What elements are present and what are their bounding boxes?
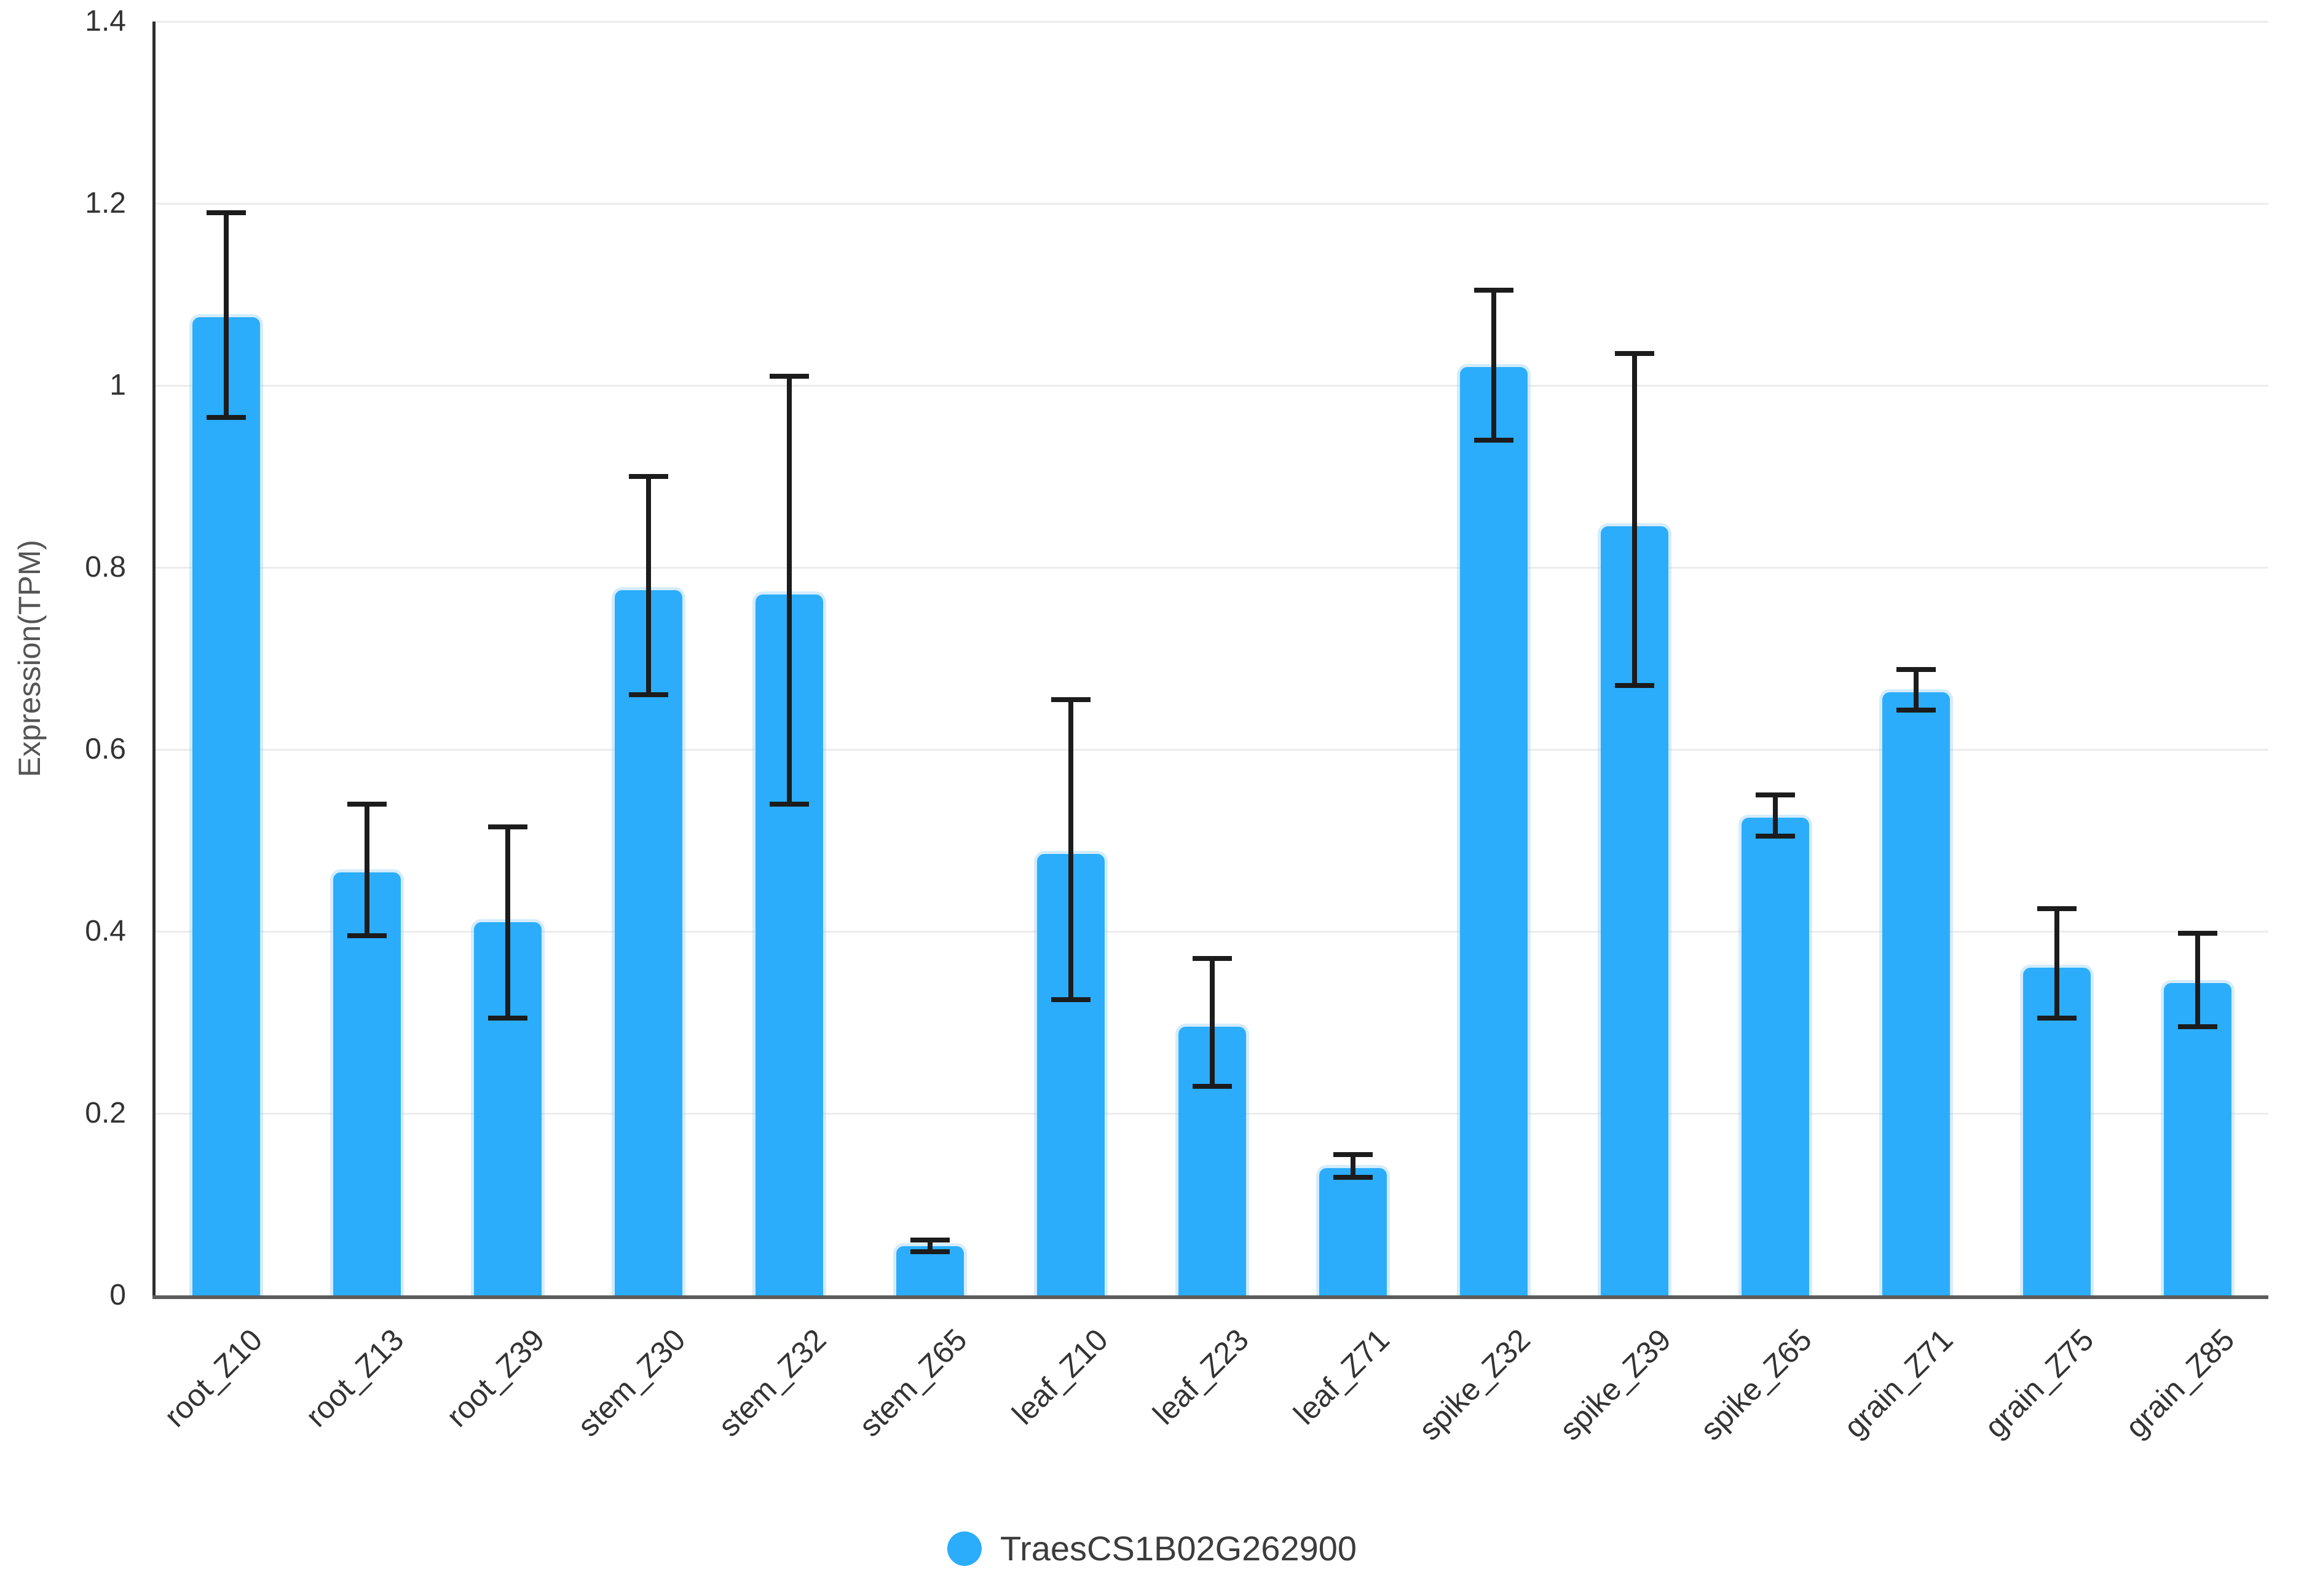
error-bar-stem-root_Z13 — [364, 804, 369, 936]
error-bar-stem-stem_Z32 — [787, 376, 792, 804]
gridline — [156, 20, 2268, 23]
error-bar-cap-bottom-grain_Z85 — [2178, 1024, 2218, 1030]
error-bar-cap-bottom-grain_Z75 — [2037, 1015, 2077, 1021]
error-bar-stem-leaf_Z71 — [1350, 1154, 1355, 1177]
error-bar-stem-leaf_Z10 — [1068, 699, 1074, 1000]
x-axis-label-stem_Z32: stem_Z32 — [711, 1322, 833, 1444]
error-bar-stem-grain_Z75 — [2054, 909, 2060, 1018]
error-bar-stem-grain_Z85 — [2195, 933, 2201, 1027]
error-bar-cap-top-root_Z13 — [347, 801, 387, 807]
bar-spike_Z65[interactable] — [1742, 818, 1810, 1295]
error-bar-cap-top-stem_Z65 — [910, 1237, 950, 1242]
y-tick-label: 1 — [109, 369, 126, 401]
x-axis-label-grain_Z75: grain_Z75 — [1978, 1322, 2101, 1445]
error-bar-cap-bottom-grain_Z71 — [1896, 708, 1936, 713]
x-axis-label-grain_Z85: grain_Z85 — [2118, 1322, 2241, 1445]
error-bar-cap-bottom-stem_Z30 — [628, 692, 668, 698]
x-axis-line — [152, 1295, 2268, 1299]
gridline — [156, 930, 2268, 933]
gridline — [156, 566, 2268, 569]
error-bar-cap-bottom-leaf_Z10 — [1051, 997, 1091, 1002]
bar-spike_Z32[interactable] — [1459, 367, 1528, 1295]
legend-marker-dot — [947, 1531, 982, 1566]
error-bar-cap-top-grain_Z85 — [2178, 930, 2218, 936]
error-bar-stem-stem_Z65 — [928, 1239, 933, 1252]
error-bar-stem-grain_Z71 — [1914, 669, 1919, 711]
y-axis-line — [152, 22, 156, 1295]
x-axis-label-root_Z39: root_Z39 — [440, 1322, 551, 1434]
error-bar-stem-stem_Z30 — [645, 476, 651, 695]
error-bar-cap-top-leaf_Z10 — [1051, 697, 1091, 702]
x-axis-label-leaf_Z71: leaf_Z71 — [1287, 1322, 1396, 1431]
x-axis-label-spike_Z32: spike_Z32 — [1412, 1322, 1537, 1447]
x-axis-label-leaf_Z23: leaf_Z23 — [1146, 1322, 1255, 1431]
x-axis-label-stem_Z65: stem_Z65 — [852, 1322, 974, 1444]
bar-leaf_Z71[interactable] — [1319, 1167, 1387, 1295]
error-bar-cap-top-leaf_Z23 — [1192, 956, 1232, 962]
y-tick-label: 0.4 — [85, 915, 126, 947]
bar-grain_Z71[interactable] — [1882, 692, 1951, 1295]
error-bar-cap-top-grain_Z75 — [2037, 906, 2077, 911]
error-bar-cap-top-spike_Z39 — [1614, 351, 1654, 357]
x-axis-label-spike_Z39: spike_Z39 — [1553, 1322, 1678, 1447]
gridline — [156, 384, 2268, 387]
x-axis-label-stem_Z30: stem_Z30 — [570, 1322, 692, 1444]
x-axis-label-root_Z13: root_Z13 — [298, 1322, 411, 1434]
y-tick-label: 1.4 — [85, 5, 126, 38]
error-bar-cap-top-root_Z10 — [206, 210, 246, 215]
error-bar-stem-spike_Z32 — [1491, 290, 1496, 440]
x-axis-label-root_Z10: root_Z10 — [157, 1322, 269, 1434]
y-tick-label: 1.2 — [85, 187, 126, 219]
error-bar-cap-bottom-spike_Z39 — [1614, 683, 1654, 689]
bar-stem_Z65[interactable] — [896, 1246, 965, 1295]
bar-grain_Z85[interactable] — [2164, 983, 2232, 1295]
y-tick-label: 0.8 — [85, 551, 126, 583]
error-bar-stem-leaf_Z23 — [1209, 958, 1215, 1086]
gridline — [156, 202, 2268, 205]
y-tick-label: 0 — [109, 1279, 126, 1311]
error-bar-cap-bottom-root_Z13 — [347, 933, 387, 939]
x-axis-label-grain_Z71: grain_Z71 — [1837, 1322, 1960, 1445]
y-tick-label: 0.2 — [85, 1097, 126, 1129]
error-bar-cap-bottom-leaf_Z71 — [1333, 1174, 1373, 1180]
error-bar-stem-spike_Z65 — [1773, 795, 1778, 836]
error-bar-cap-bottom-stem_Z65 — [910, 1249, 950, 1254]
error-bar-cap-bottom-root_Z39 — [487, 1015, 527, 1021]
bar-stem_Z30[interactable] — [614, 590, 682, 1295]
legend-item[interactable]: TraesCS1B02G262900 — [947, 1528, 1357, 1568]
legend: TraesCS1B02G262900 — [947, 1528, 1357, 1568]
bar-root_Z13[interactable] — [333, 872, 401, 1295]
error-bar-cap-bottom-stem_Z32 — [770, 801, 810, 807]
error-bar-cap-bottom-leaf_Z23 — [1192, 1083, 1232, 1089]
bar-grain_Z75[interactable] — [2023, 968, 2091, 1295]
x-axis-label-leaf_Z10: leaf_Z10 — [1005, 1322, 1115, 1431]
error-bar-cap-top-leaf_Z71 — [1333, 1152, 1373, 1157]
plot-area — [152, 20, 2268, 1299]
error-bar-stem-root_Z39 — [505, 826, 510, 1018]
error-bar-cap-bottom-spike_Z32 — [1474, 437, 1513, 443]
error-bar-cap-top-spike_Z32 — [1474, 287, 1513, 293]
error-bar-cap-top-stem_Z30 — [628, 474, 668, 479]
error-bar-cap-top-stem_Z32 — [770, 374, 810, 379]
gridline — [156, 748, 2268, 751]
error-bar-cap-bottom-root_Z10 — [206, 414, 246, 420]
error-bar-cap-bottom-spike_Z65 — [1756, 833, 1796, 839]
bar-root_Z10[interactable] — [192, 317, 260, 1295]
error-bar-stem-spike_Z39 — [1631, 354, 1637, 686]
error-bar-cap-top-spike_Z65 — [1756, 792, 1796, 797]
legend-label: TraesCS1B02G262900 — [1000, 1529, 1357, 1568]
error-bar-stem-root_Z10 — [223, 212, 229, 417]
x-axis-label-spike_Z65: spike_Z65 — [1694, 1322, 1819, 1447]
error-bar-cap-top-root_Z39 — [487, 824, 527, 829]
error-bar-cap-top-grain_Z71 — [1896, 666, 1936, 672]
y-tick-label: 0.6 — [85, 733, 126, 765]
